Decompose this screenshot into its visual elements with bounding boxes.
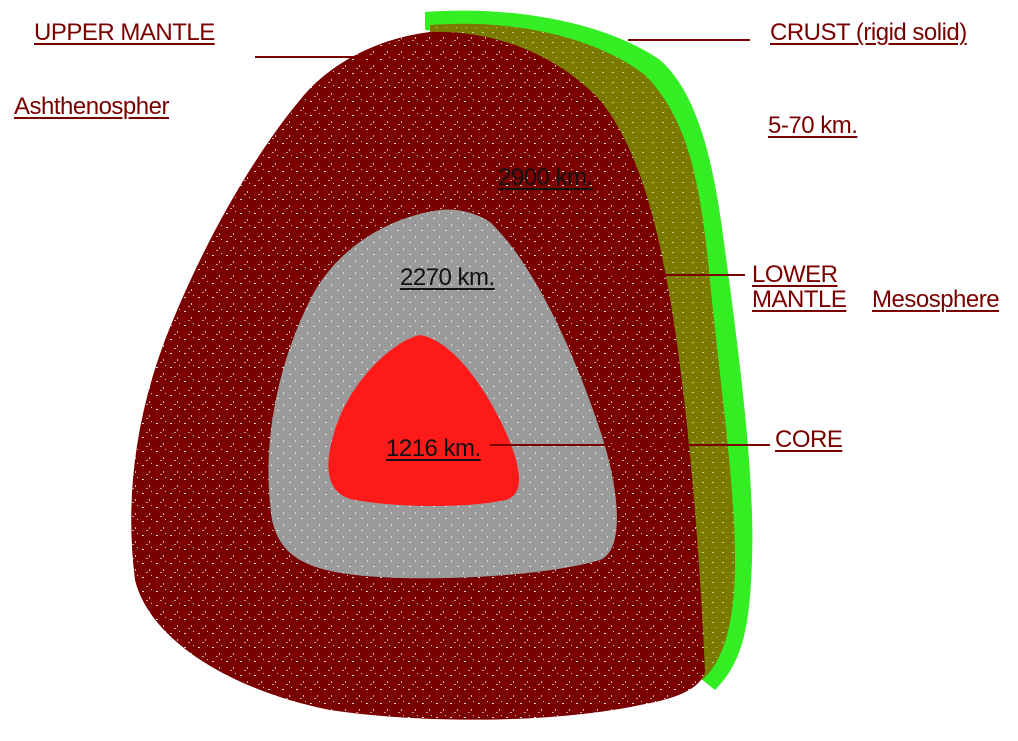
crust-thickness-label: 5-70 km. (768, 112, 858, 139)
mesosphere-label: Mesosphere (872, 286, 1000, 313)
crust-inner-band (430, 23, 735, 680)
lower-mantle-line1: LOWER (752, 261, 838, 288)
core-label: CORE (775, 426, 843, 453)
inner-core-depth-label: 1216 km. (386, 435, 481, 462)
asthenosphere-label: Ashthenospher (14, 93, 169, 120)
lower-mantle-line2: MANTLE (752, 286, 847, 314)
mantle-depth-label: 2900 km. (498, 164, 593, 191)
upper-mantle-label: UPPER MANTLE (34, 19, 215, 46)
crust-label: CRUST (rigid solid) (770, 19, 967, 46)
outer-core-depth-label: 2270 km. (400, 264, 495, 291)
inner-core-layer (328, 335, 519, 506)
lower-mantle-label: LOWER MANTLE (752, 261, 847, 314)
